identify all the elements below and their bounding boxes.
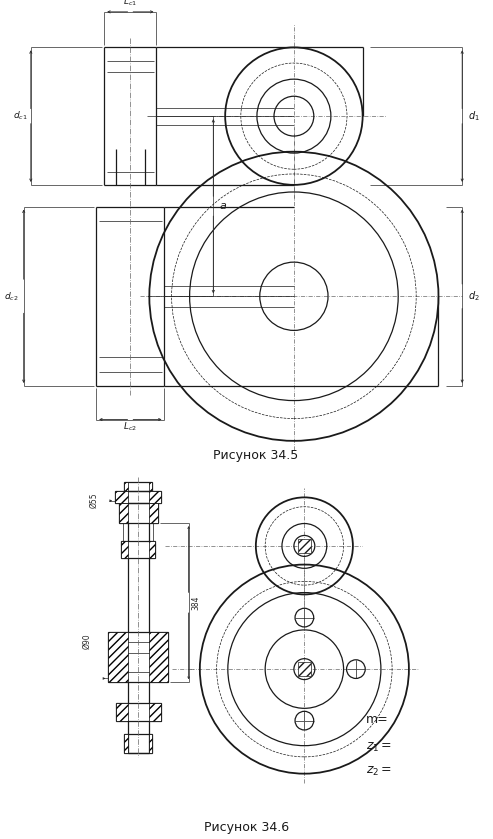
Text: $d_2$: $d_2$ xyxy=(468,289,480,303)
Bar xyxy=(108,632,128,682)
Bar xyxy=(115,491,128,503)
Text: $d_{c1}$: $d_{c1}$ xyxy=(13,110,28,122)
Text: Ø55: Ø55 xyxy=(89,492,98,508)
Text: $z_1=$: $z_1=$ xyxy=(366,741,392,754)
Bar xyxy=(149,734,152,753)
Text: Рисунок 34.5: Рисунок 34.5 xyxy=(213,449,299,461)
Bar xyxy=(119,503,128,524)
Bar xyxy=(149,491,161,503)
Bar xyxy=(149,482,152,491)
Bar xyxy=(149,632,168,682)
Bar xyxy=(124,482,128,491)
Text: Ø90: Ø90 xyxy=(82,633,92,649)
Text: $z_2=$: $z_2=$ xyxy=(366,765,392,779)
Text: $d_1$: $d_1$ xyxy=(468,109,480,123)
Text: Рисунок 34.6: Рисунок 34.6 xyxy=(204,821,289,834)
Text: m=: m= xyxy=(366,713,388,726)
Bar xyxy=(149,503,158,524)
Text: 384: 384 xyxy=(192,596,201,610)
Text: $d_{c2}$: $d_{c2}$ xyxy=(4,290,18,303)
Bar xyxy=(298,539,311,553)
Bar xyxy=(124,734,128,753)
Bar xyxy=(149,541,155,558)
Text: $a$: $a$ xyxy=(219,201,227,211)
Bar xyxy=(149,703,161,722)
Bar xyxy=(116,703,128,722)
Bar xyxy=(298,663,311,676)
Text: $L_{c2}$: $L_{c2}$ xyxy=(123,421,138,434)
Text: $L_{c1}$: $L_{c1}$ xyxy=(123,0,138,8)
Bar xyxy=(121,541,128,558)
